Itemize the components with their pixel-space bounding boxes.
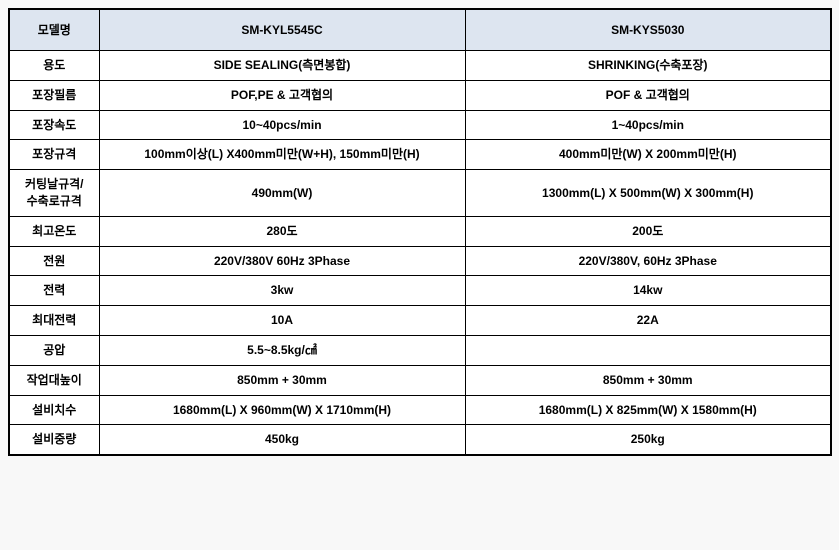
table-row: 작업대높이850mm + 30mm850mm + 30mm [9,365,831,395]
table-row: 전원220V/380V 60Hz 3Phase220V/380V, 60Hz 3… [9,246,831,276]
row-label: 전력 [9,276,99,306]
cell-model-b: 1~40pcs/min [465,110,831,140]
table-row: 전력3kw14kw [9,276,831,306]
cell-model-b: 14kw [465,276,831,306]
cell-model-a: SIDE SEALING(측면봉합) [99,51,465,81]
cell-model-a: 850mm + 30mm [99,365,465,395]
cell-model-a: 280도 [99,216,465,246]
cell-model-b: POF & 고객협의 [465,80,831,110]
row-label: 설비중량 [9,425,99,455]
cell-model-a: 1680mm(L) X 960mm(W) X 1710mm(H) [99,395,465,425]
table-row: 설비치수1680mm(L) X 960mm(W) X 1710mm(H)1680… [9,395,831,425]
row-label: 커팅날규격/수축로규격 [9,170,99,217]
cell-model-b [465,335,831,365]
cell-model-b: 1680mm(L) X 825mm(W) X 1580mm(H) [465,395,831,425]
cell-model-a: 10~40pcs/min [99,110,465,140]
table-row: 최대전력10A22A [9,306,831,336]
col-header-model-a: SM-KYL5545C [99,9,465,51]
table-row: 용도SIDE SEALING(측면봉합)SHRINKING(수축포장) [9,51,831,81]
row-label: 포장규격 [9,140,99,170]
row-label: 설비치수 [9,395,99,425]
cell-model-a: 10A [99,306,465,336]
table-row: 설비중량450kg250kg [9,425,831,455]
row-label: 최대전력 [9,306,99,336]
table-row: 포장필름POF,PE & 고객협의POF & 고객협의 [9,80,831,110]
row-label: 전원 [9,246,99,276]
cell-model-b: SHRINKING(수축포장) [465,51,831,81]
spec-table-body: 용도SIDE SEALING(측면봉합)SHRINKING(수축포장)포장필름P… [9,51,831,456]
table-row: 포장규격100mm이상(L) X400mm미만(W+H), 150mm미만(H)… [9,140,831,170]
col-header-model-b: SM-KYS5030 [465,9,831,51]
cell-model-a: POF,PE & 고객협의 [99,80,465,110]
cell-model-b: 200도 [465,216,831,246]
table-row: 공압5.5~8.5kg/㎠ [9,335,831,365]
cell-model-b: 22A [465,306,831,336]
cell-model-a: 490mm(W) [99,170,465,217]
table-row: 최고온도280도200도 [9,216,831,246]
row-label: 최고온도 [9,216,99,246]
row-label: 포장속도 [9,110,99,140]
cell-model-a: 220V/380V 60Hz 3Phase [99,246,465,276]
cell-model-a: 100mm이상(L) X400mm미만(W+H), 150mm미만(H) [99,140,465,170]
row-label: 포장필름 [9,80,99,110]
row-label: 공압 [9,335,99,365]
cell-model-a: 450kg [99,425,465,455]
col-header-model: 모델명 [9,9,99,51]
table-header-row: 모델명 SM-KYL5545C SM-KYS5030 [9,9,831,51]
row-label: 용도 [9,51,99,81]
cell-model-b: 850mm + 30mm [465,365,831,395]
cell-model-a: 5.5~8.5kg/㎠ [99,335,465,365]
cell-model-b: 400mm미만(W) X 200mm미만(H) [465,140,831,170]
cell-model-b: 250kg [465,425,831,455]
row-label: 작업대높이 [9,365,99,395]
table-row: 포장속도10~40pcs/min1~40pcs/min [9,110,831,140]
table-row: 커팅날규격/수축로규격490mm(W)1300mm(L) X 500mm(W) … [9,170,831,217]
spec-table: 모델명 SM-KYL5545C SM-KYS5030 용도SIDE SEALIN… [8,8,832,456]
cell-model-b: 1300mm(L) X 500mm(W) X 300mm(H) [465,170,831,217]
cell-model-a: 3kw [99,276,465,306]
cell-model-b: 220V/380V, 60Hz 3Phase [465,246,831,276]
